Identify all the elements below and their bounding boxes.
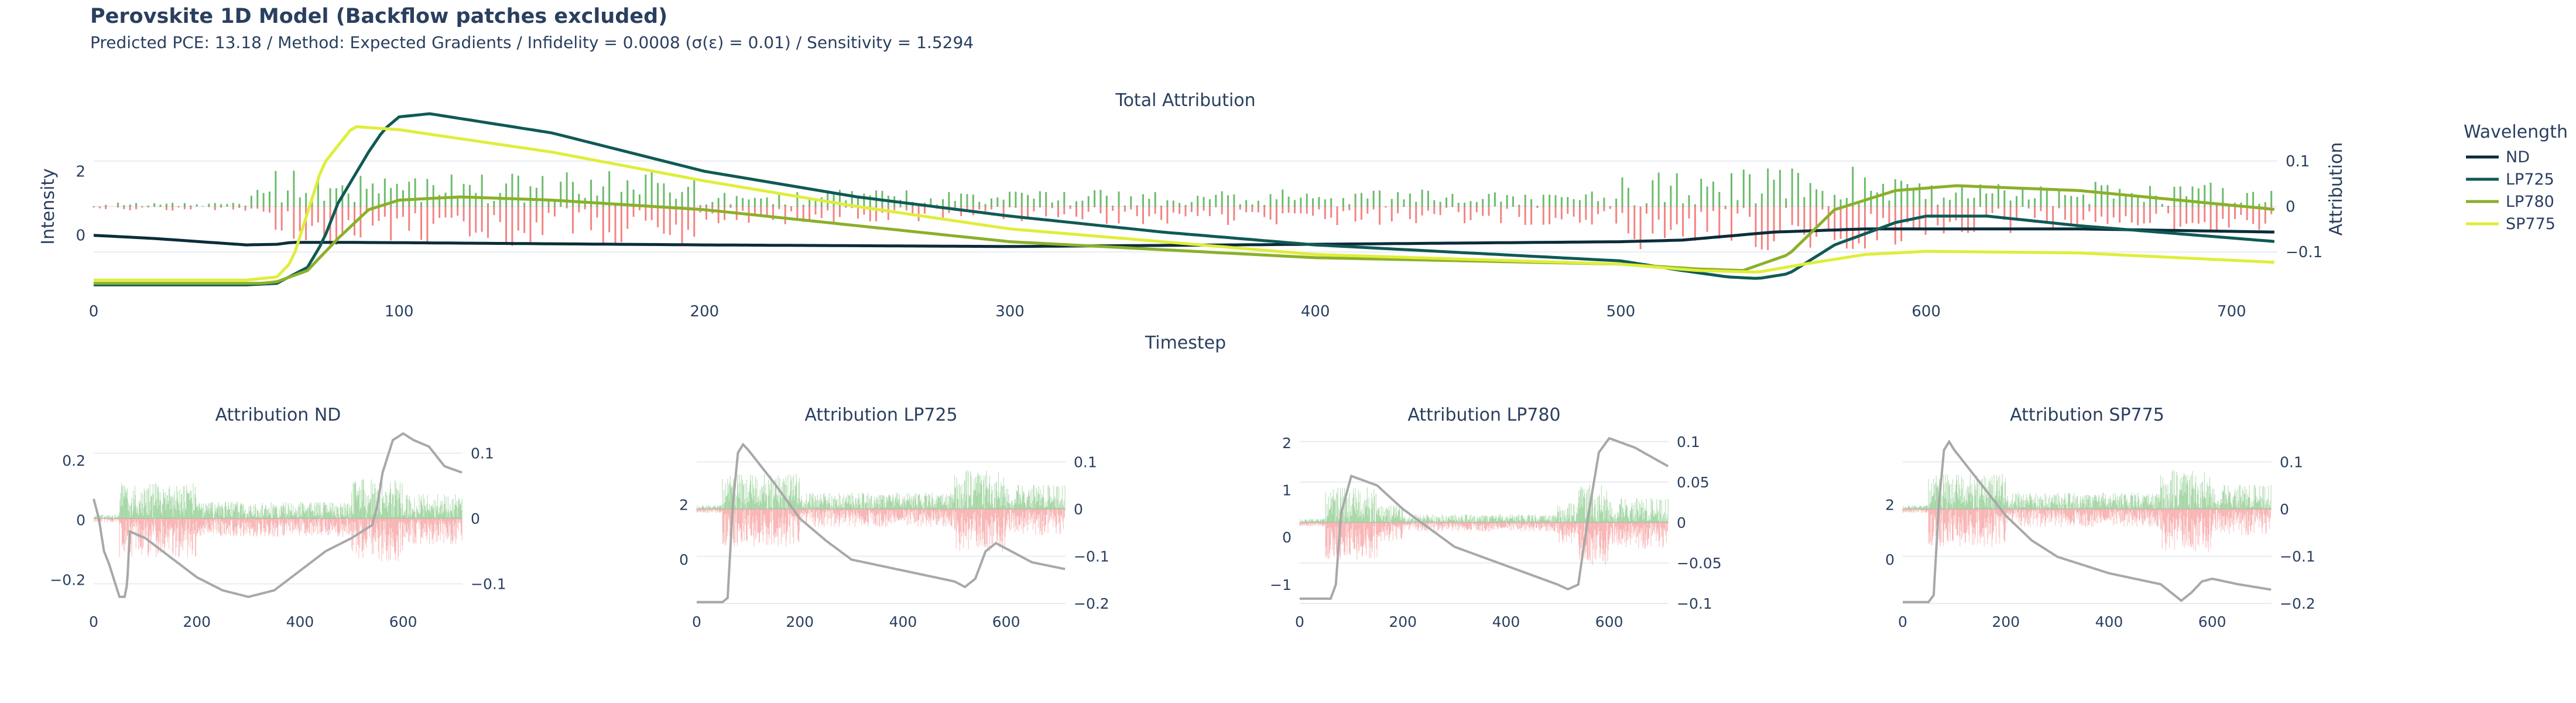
intensity-line — [697, 442, 1066, 603]
x-tick-label: 100 — [385, 303, 414, 320]
y-axis-title: Intensity — [38, 168, 59, 245]
x-tick-label: 400 — [286, 613, 314, 630]
intensity-line — [93, 432, 463, 598]
y-tick-label: 0 — [679, 551, 688, 568]
y-tick-label: 2 — [76, 163, 85, 180]
y-tick-label: 0 — [76, 512, 85, 529]
y2-tick-label: 0.1 — [471, 445, 494, 462]
x-tick-label: 0 — [692, 613, 701, 630]
panel-title: Attribution LP725 — [804, 405, 957, 425]
x-tick-label: 600 — [389, 613, 417, 630]
x-tick-label: 400 — [1301, 303, 1330, 320]
y2-tick-label: 0.1 — [2286, 153, 2310, 170]
y2-tick-label: 0.1 — [1074, 453, 1097, 470]
x-tick-label: 400 — [889, 613, 917, 630]
x-tick-label: 600 — [992, 613, 1020, 630]
series-line-lp780 — [94, 184, 2275, 285]
y-tick-label: −0.2 — [50, 571, 85, 588]
y2-tick-label: 0 — [471, 510, 480, 527]
series-line-lp725 — [94, 112, 2275, 286]
series-line-sp775 — [94, 125, 2274, 282]
y2-tick-label: 0 — [2286, 199, 2296, 216]
chart-title: Perovskite 1D Model (Backflow patches ex… — [90, 5, 668, 28]
y2-axis-title: Attribution — [2326, 142, 2347, 236]
y-tick-label: 0 — [76, 227, 85, 245]
x-tick-label: 0 — [89, 613, 98, 630]
x-tick-label: 600 — [1912, 303, 1941, 320]
x-tick-label: 500 — [1606, 303, 1636, 320]
y-tick-label: 0.2 — [62, 452, 85, 469]
x-tick-label: 200 — [690, 303, 720, 320]
x-tick-label: 300 — [995, 303, 1025, 320]
x-tick-label: 700 — [2217, 303, 2246, 320]
y2-tick-label: −0.1 — [1074, 548, 1109, 565]
chart-subtitle: Predicted PCE: 13.18 / Method: Expected … — [90, 33, 974, 52]
x-tick-label: 200 — [183, 613, 211, 630]
y2-tick-label: 0 — [1074, 501, 1083, 518]
x-tick-label: 200 — [786, 613, 814, 630]
y2-tick-label: −0.1 — [471, 576, 506, 593]
y-tick-label: 2 — [679, 497, 688, 514]
x-axis-title: Timestep — [1145, 333, 1226, 353]
panel-title: Attribution ND — [215, 405, 341, 425]
series-line-nd — [93, 227, 2274, 248]
panel-title: Total Attribution — [1115, 90, 1255, 111]
y2-tick-label: −0.1 — [2286, 244, 2322, 261]
y2-tick-label: −0.2 — [1074, 595, 1109, 612]
x-tick-label: 0 — [89, 303, 99, 320]
